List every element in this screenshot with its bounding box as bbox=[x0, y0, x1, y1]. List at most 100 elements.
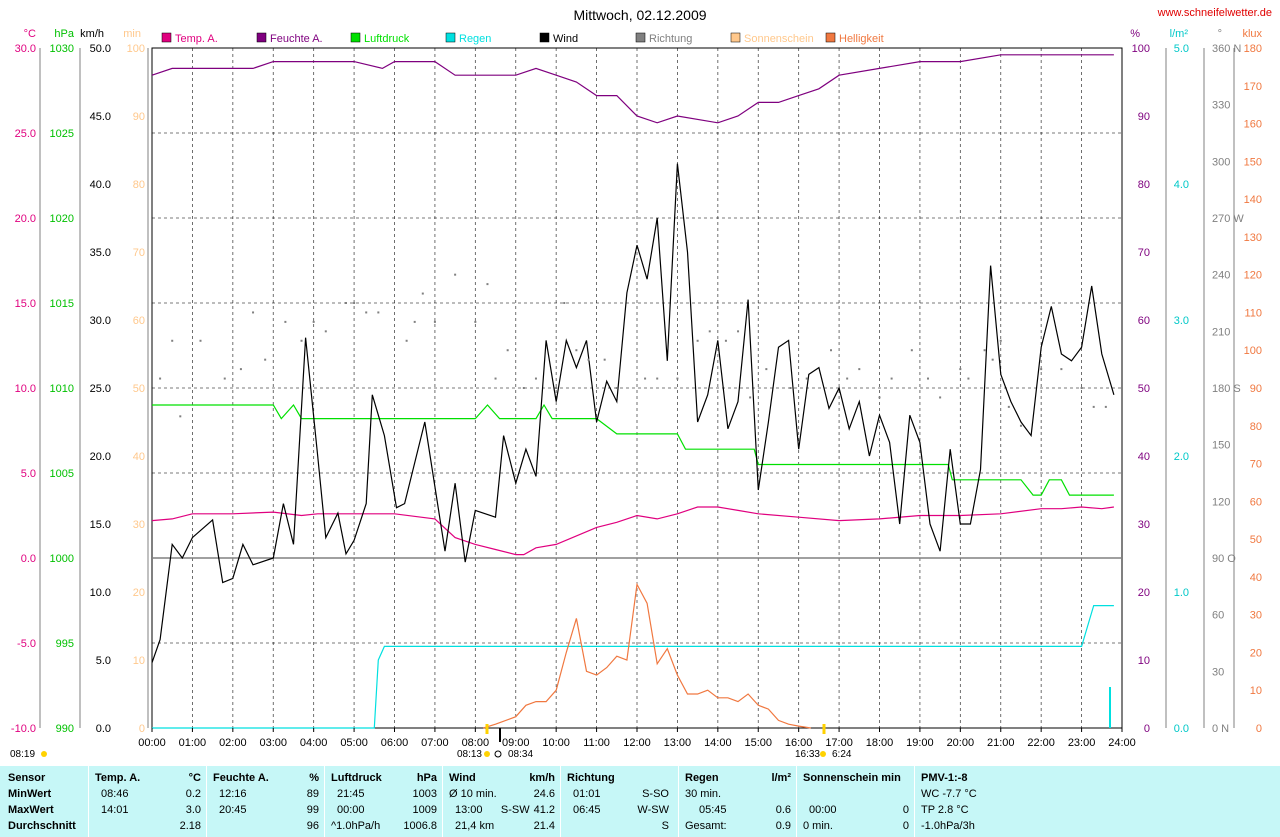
dir-tick-label: 360 N bbox=[1212, 43, 1241, 55]
lux-tick-label: 150 bbox=[1244, 156, 1262, 168]
lux-tick-label: 90 bbox=[1250, 383, 1262, 395]
direction-dot bbox=[927, 377, 929, 380]
lux-tick-label: 120 bbox=[1244, 270, 1262, 282]
legend-swatch bbox=[730, 32, 741, 43]
legend-swatch bbox=[635, 32, 646, 43]
x-tick-label: 16:00 bbox=[785, 737, 813, 749]
sun-tick-label: 70 bbox=[133, 247, 145, 259]
wind-line bbox=[151, 163, 1115, 663]
stats-rain-max: 0.6 bbox=[775, 804, 791, 816]
legend-label: Regen bbox=[459, 33, 491, 45]
sun-tick-label: 100 bbox=[127, 43, 145, 55]
stats-wind-avg: 21.4 bbox=[533, 820, 555, 832]
rain-tick-label: 4.0 bbox=[1174, 179, 1189, 191]
stats-dir: Richtung 01:01 S-SO 06:45 W-SW S bbox=[560, 766, 679, 837]
direction-dot bbox=[737, 330, 740, 333]
direction-dot bbox=[830, 349, 832, 352]
direction-dot bbox=[890, 377, 893, 380]
x-tick-label: 07:00 bbox=[421, 737, 449, 749]
stats-dir-max: W-SW bbox=[637, 804, 669, 816]
stats-press-head: Luftdruck bbox=[331, 772, 382, 784]
stats-dir-max-time: 06:45 bbox=[573, 804, 601, 816]
direction-dot bbox=[575, 349, 578, 352]
stats-wind-max: 41.2 bbox=[533, 804, 555, 816]
press-tick-label: 1000 bbox=[50, 553, 74, 565]
wind-tick-label: 40.0 bbox=[90, 179, 111, 191]
lux-tick-label: 40 bbox=[1250, 572, 1262, 584]
grid bbox=[151, 47, 1123, 729]
direction-dot bbox=[365, 311, 368, 314]
hum-tick-label: 40 bbox=[1138, 451, 1150, 463]
hum-tick-label: 10 bbox=[1138, 655, 1150, 667]
dir-tick-label: 150 bbox=[1212, 440, 1230, 452]
x-tick-label: 02:00 bbox=[219, 737, 247, 749]
direction-dot bbox=[534, 377, 537, 380]
stats-hum-max-time: 20:45 bbox=[219, 804, 247, 816]
rain-tick-label: 0.0 bbox=[1174, 723, 1189, 735]
direction-dot bbox=[858, 368, 861, 371]
dir-axis-unit: ° bbox=[1218, 28, 1222, 40]
stats-wind-avg10-label: Ø 10 min. bbox=[449, 788, 497, 800]
dir-tick-label: 30 bbox=[1212, 666, 1224, 678]
stats-press-trend: ^1.0hPa/h bbox=[331, 820, 381, 832]
lux-tick-label: 70 bbox=[1250, 459, 1262, 471]
temp-tick-label: 10.0 bbox=[15, 383, 36, 395]
direction-dot bbox=[1007, 405, 1010, 408]
wind-tick-label: 0.0 bbox=[96, 723, 111, 735]
direction-dot bbox=[377, 311, 380, 314]
humidity-line bbox=[151, 54, 1114, 124]
direction-dot bbox=[910, 349, 913, 352]
stats-rain-head: Regen bbox=[685, 772, 719, 784]
lux-tick-label: 170 bbox=[1244, 81, 1262, 93]
legend-label: Helligkeit bbox=[839, 33, 884, 45]
direction-dot bbox=[312, 320, 315, 323]
dir-tick-label: 330 bbox=[1212, 100, 1230, 112]
direction-dot bbox=[991, 358, 994, 361]
x-tick-label: 08:00 bbox=[462, 737, 490, 749]
stats-pmv-press-trend: -1.0hPa/3h bbox=[921, 820, 975, 832]
direction-dot bbox=[959, 368, 962, 371]
direction-dot bbox=[724, 339, 727, 342]
legend-swatch bbox=[445, 32, 456, 43]
direction-dot bbox=[413, 320, 416, 323]
stats-hum-unit: % bbox=[309, 772, 319, 784]
direction-dot bbox=[264, 358, 267, 361]
x-tick-label: 22:00 bbox=[1027, 737, 1055, 749]
direction-dot bbox=[454, 273, 457, 276]
press-tick-label: 1015 bbox=[50, 298, 74, 310]
stats-press: Luftdruck hPa 21:45 1003 00:00 1009 ^1.0… bbox=[324, 766, 443, 837]
direction-dot bbox=[878, 396, 881, 399]
x-tick-label: 14:00 bbox=[704, 737, 732, 749]
site-link[interactable]: www.schneifelwetter.de bbox=[1157, 7, 1272, 19]
direction-dot bbox=[486, 283, 489, 286]
direction-dot bbox=[999, 339, 1002, 342]
hum-tick-label: 80 bbox=[1138, 179, 1150, 191]
legend-swatch bbox=[350, 32, 361, 43]
direction-dot bbox=[555, 387, 558, 389]
wind-tick-label: 15.0 bbox=[90, 519, 111, 531]
direction-dot bbox=[644, 377, 647, 380]
temp-tick-label: -10.0 bbox=[11, 723, 36, 735]
stats-dir-avg: S bbox=[661, 820, 669, 832]
hum-tick-label: 60 bbox=[1138, 315, 1150, 327]
legend-label: Wind bbox=[553, 33, 578, 45]
pressure-line bbox=[152, 403, 1114, 496]
weather-chart: Mittwoch, 02.12.2009 www.schneifelwetter… bbox=[10, 7, 1272, 760]
hum-axis-unit: % bbox=[1130, 28, 1140, 40]
direction-dot bbox=[324, 330, 327, 333]
stats-press-unit: hPa bbox=[416, 772, 437, 784]
lux-tick-label: 20 bbox=[1250, 647, 1262, 659]
stats-min-label: MinWert bbox=[8, 788, 52, 800]
left-time-label: 08:19 bbox=[10, 749, 35, 760]
dir-tick-label: 210 bbox=[1212, 326, 1230, 338]
stats-temp-min: 0.2 bbox=[185, 788, 201, 800]
direction-dot bbox=[159, 377, 162, 380]
sun-tick-label: 10 bbox=[133, 655, 145, 667]
direction-dot bbox=[1104, 405, 1107, 408]
press-tick-label: 1030 bbox=[50, 43, 74, 55]
stats-hum-avg: 96 bbox=[306, 820, 319, 832]
stats-temp-min-time: 08:46 bbox=[101, 788, 129, 800]
sun-icon bbox=[41, 751, 47, 757]
lux-axis-unit: klux bbox=[1242, 28, 1262, 40]
direction-dot bbox=[474, 320, 477, 323]
